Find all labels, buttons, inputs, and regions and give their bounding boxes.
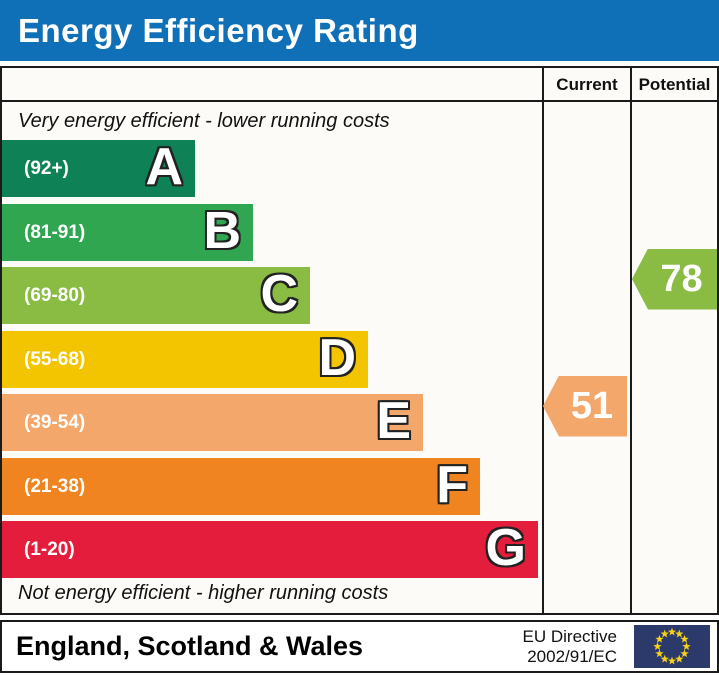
band-letter: A — [145, 138, 183, 196]
region-label: England, Scotland & Wales — [16, 631, 364, 661]
band-letter: C — [260, 265, 298, 323]
band-range-label: (81-91) — [24, 221, 86, 243]
band-letter: D — [318, 328, 356, 387]
band-letter: G — [485, 519, 526, 577]
rating-bands: (92+) A (81-91) B (69-80) C (55-68) D (39-54) E (2… — [2, 140, 542, 580]
potential-rating-marker: 78 — [632, 248, 717, 310]
band-letter: F — [436, 455, 468, 514]
footer: England, Scotland & Wales EU Directive 2… — [0, 620, 719, 673]
band-range-label: (21-38) — [24, 475, 86, 497]
band-row-c: (69-80) C — [2, 267, 310, 324]
bottom-note: Not energy efficient - higher running co… — [18, 582, 389, 604]
band-row-f: (21-38) F — [2, 455, 480, 515]
band-range-label: (55-68) — [24, 348, 86, 370]
band-row-a: (92+) A — [2, 140, 195, 197]
band-row-b: (81-91) B — [2, 201, 253, 261]
band-range-label: (39-54) — [24, 412, 86, 433]
rating-table: Current Potential Very energy efficient … — [0, 66, 719, 615]
band-row-d: (55-68) D — [2, 328, 368, 388]
potential-column-header: Potential — [638, 75, 711, 94]
header-divider-line — [2, 100, 717, 102]
band-letter: E — [376, 392, 411, 450]
band-range-label: (92+) — [24, 158, 69, 179]
page-title: Energy Efficiency Rating — [18, 12, 419, 49]
eu-directive-label: EU Directive 2002/91/EC — [523, 627, 617, 667]
potential-column-divider — [630, 68, 632, 613]
current-rating-value: 51 — [570, 384, 614, 427]
band-letter: B — [203, 201, 241, 260]
band-range-label: (69-80) — [24, 285, 86, 306]
eu-directive-line2: 2002/91/EC — [527, 647, 617, 666]
top-note: Very energy efficient - lower running co… — [18, 110, 390, 132]
eu-directive-line1: EU Directive — [522, 627, 617, 646]
current-column-header: Current — [556, 75, 618, 94]
current-column-divider — [542, 68, 544, 613]
band-range-label: (1-20) — [24, 539, 75, 560]
eu-flag-icon — [634, 625, 710, 668]
title-bar: Energy Efficiency Rating — [0, 0, 719, 61]
current-rating-marker: 51 — [543, 375, 627, 437]
band-row-e: (39-54) E — [2, 394, 423, 451]
band-row-g: (1-20) G — [2, 521, 538, 578]
potential-rating-value: 78 — [660, 257, 703, 300]
